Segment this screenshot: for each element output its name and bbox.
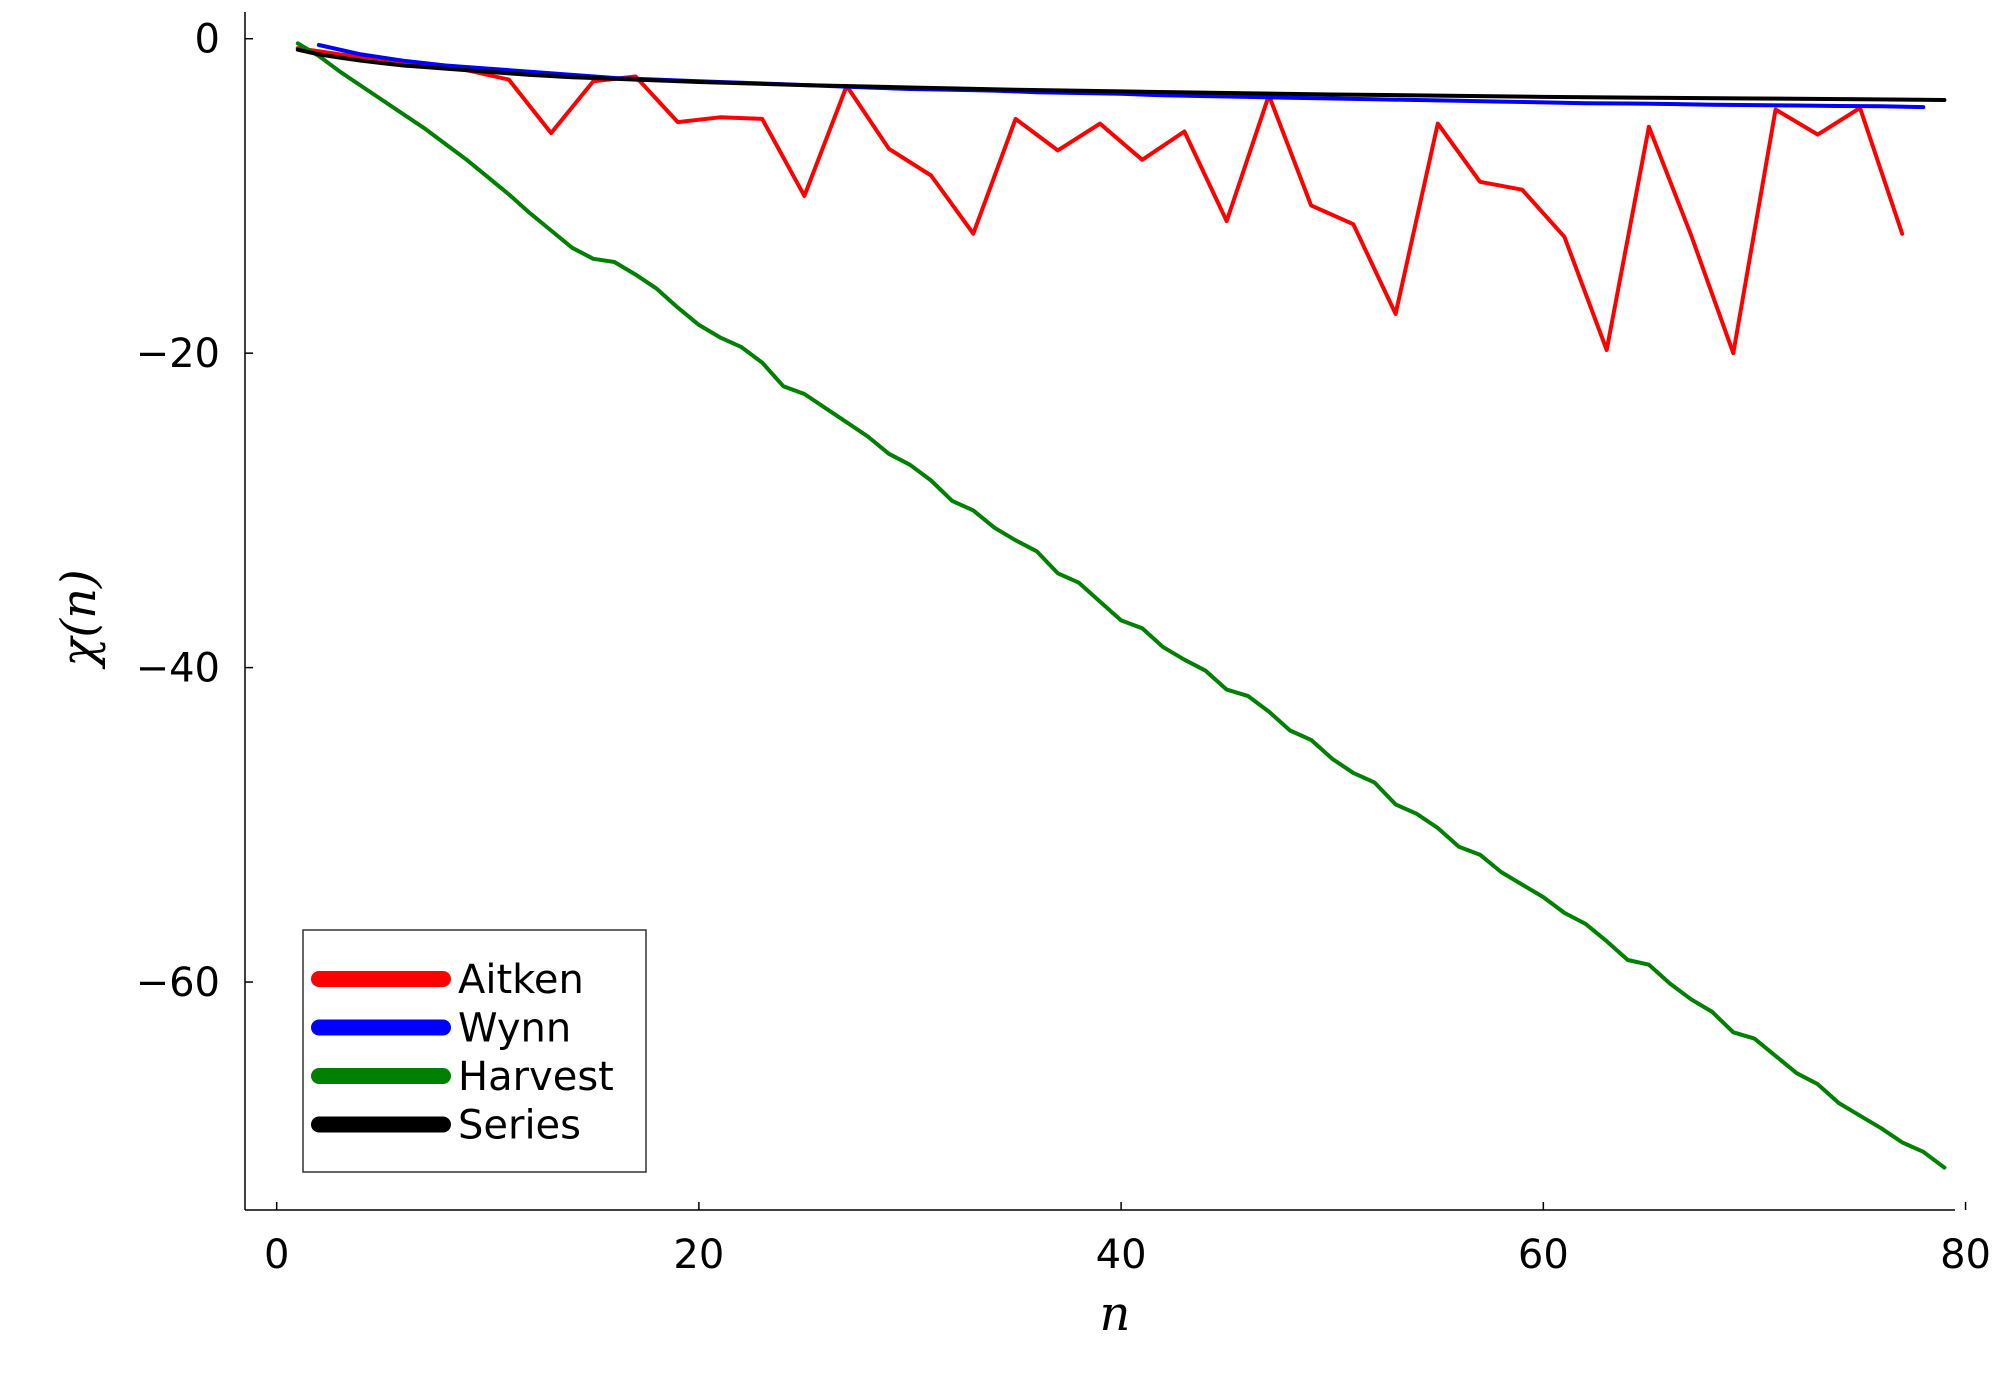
legend-label-series: Series — [458, 1103, 581, 1149]
x-tick-label: 20 — [673, 1232, 724, 1278]
legend-label-wynn: Wynn — [458, 1006, 571, 1052]
axes — [244, 12, 1955, 1211]
x-tick-label: 40 — [1096, 1232, 1147, 1278]
ticks: 0 20 40 60 80 0 −20 −40 −60 — [136, 17, 1991, 1278]
x-tick-label: 60 — [1518, 1232, 1569, 1278]
series-line-aitken — [295, 46, 1905, 356]
series-line-harvest — [295, 41, 1947, 1170]
legend-label-harvest: Harvest — [458, 1054, 614, 1100]
legend-label-aitken: Aitken — [458, 957, 584, 1003]
y-tick-label: −20 — [136, 331, 220, 377]
x-axis-label: n — [1100, 1286, 1131, 1342]
y-tick-label: 0 — [195, 17, 220, 63]
y-tick-label: −60 — [136, 960, 220, 1006]
y-tick-label: −40 — [136, 646, 220, 692]
series-layer — [295, 41, 1947, 1170]
y-axis-label: χ(n) — [51, 569, 107, 669]
x-tick-label: 80 — [1940, 1232, 1991, 1278]
series-line-series — [295, 47, 1947, 102]
x-tick-label: 0 — [264, 1232, 289, 1278]
